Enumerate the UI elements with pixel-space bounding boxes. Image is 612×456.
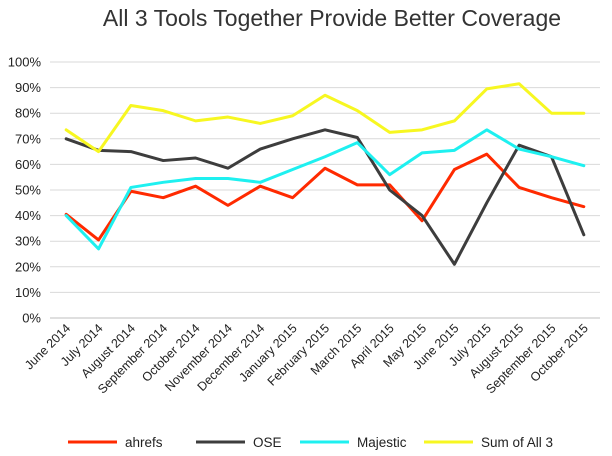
y-axis-ticks: 0% 10% 20% 30% 40% 50% 60% 70% 80% 90% 100% (8, 55, 42, 326)
legend-item: OSE (196, 435, 282, 450)
chart-title: All 3 Tools Together Provide Better Cove… (103, 5, 561, 31)
y-tick-label: 10% (15, 285, 41, 300)
legend-item: Majestic (300, 435, 407, 450)
legend-label: OSE (253, 435, 282, 450)
y-tick-label: 60% (15, 157, 41, 172)
legend-label: ahrefs (125, 435, 163, 450)
y-tick-label: 20% (15, 259, 41, 274)
y-tick-label: 40% (15, 208, 41, 223)
legend-item: Sum of All 3 (424, 435, 553, 450)
legend-item: ahrefs (68, 435, 163, 450)
series-line-3 (64, 128, 586, 251)
series-lines (64, 82, 586, 266)
y-tick-label: 0% (22, 311, 41, 326)
series-line-2 (64, 128, 586, 266)
legend: ahrefs OSE Majestic Sum of All 3 (68, 435, 553, 450)
series-line-4 (64, 82, 586, 154)
y-tick-label: 100% (8, 55, 42, 70)
gridlines (50, 61, 600, 319)
series-line-1 (64, 152, 586, 242)
y-tick-label: 30% (15, 234, 41, 249)
x-tick-label: October 2015 (527, 321, 590, 384)
y-tick-label: 90% (15, 80, 41, 95)
legend-label: Sum of All 3 (481, 435, 553, 450)
y-tick-label: 80% (15, 106, 41, 121)
y-tick-label: 50% (15, 183, 41, 198)
y-tick-label: 70% (15, 131, 41, 146)
legend-label: Majestic (357, 435, 407, 450)
